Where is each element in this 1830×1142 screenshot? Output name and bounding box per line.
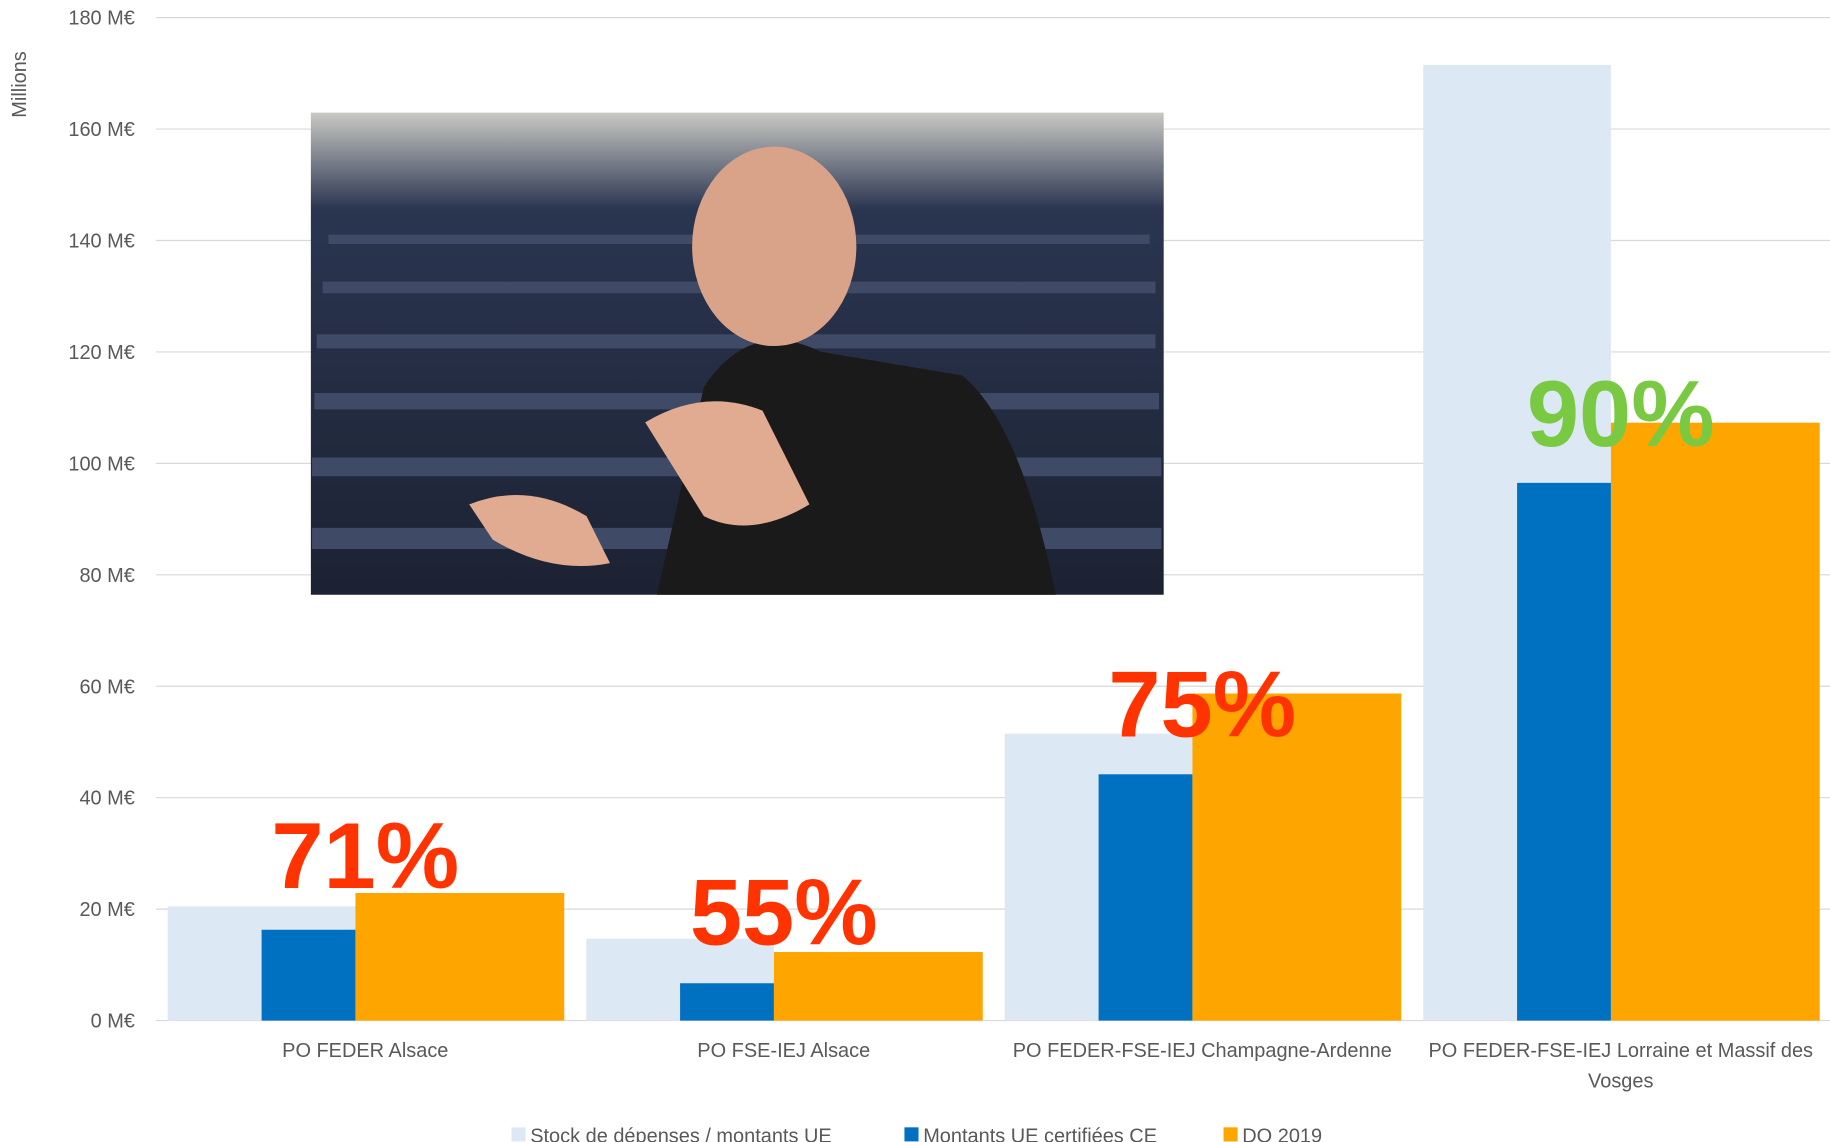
- y-tick-label: 160 M€: [68, 119, 135, 141]
- x-tick-label: PO FEDER-FSE-IEJ Champagne-Ardenne: [1012, 1039, 1392, 1062]
- legend-label: Montants UE certifiées CE: [923, 1126, 1157, 1142]
- legend-swatch: [1223, 1127, 1238, 1142]
- legend-label: DO 2019: [1242, 1126, 1322, 1142]
- annotation: 90%: [1527, 361, 1715, 466]
- bar: [1098, 774, 1193, 1021]
- legend-label: Stock de dépenses / montants UE: [530, 1126, 831, 1142]
- x-tick-label-box: PO FEDER Alsace: [282, 1039, 449, 1062]
- x-tick-label: PO FEDER-FSE-IEJ Lorraine et Massif des …: [1428, 1039, 1814, 1093]
- x-tick-label-box: PO FSE-IEJ Alsace: [697, 1039, 871, 1062]
- annotation: 55%: [690, 859, 878, 964]
- annotation: 71%: [271, 803, 459, 908]
- bar: [680, 983, 774, 1021]
- y-tick-label: 40 M€: [79, 788, 134, 810]
- y-tick-label: 180 M€: [68, 8, 135, 30]
- x-tick-label: PO FSE-IEJ Alsace: [697, 1039, 871, 1062]
- photo: [310, 112, 1164, 595]
- y-tick-label: 80 M€: [79, 565, 134, 587]
- y-tick-label: 120 M€: [68, 342, 135, 364]
- bar: [261, 929, 356, 1021]
- x-tick-label: PO FEDER Alsace: [282, 1039, 449, 1062]
- bar: [355, 892, 565, 1021]
- x-tick-label-box: PO FEDER-FSE-IEJ Champagne-Ardenne: [1012, 1039, 1392, 1062]
- bar: [1192, 693, 1402, 1021]
- annotation: 75%: [1108, 652, 1296, 757]
- y-tick-label: 0 M€: [91, 1011, 135, 1033]
- y-tick-label: 100 M€: [68, 453, 135, 475]
- x-tick-label-box: PO FEDER-FSE-IEJ Lorraine et Massif des …: [1428, 1039, 1814, 1093]
- legend-swatch: [904, 1127, 919, 1142]
- legend-swatch: [511, 1127, 526, 1142]
- y-tick-label: 140 M€: [68, 231, 135, 253]
- bar: [773, 952, 983, 1021]
- y-tick-label: 60 M€: [79, 676, 134, 698]
- y-axis-label: Millions: [9, 51, 31, 118]
- bar: [1610, 422, 1820, 1021]
- bar: [1517, 482, 1611, 1021]
- y-tick-label: 20 M€: [79, 899, 134, 921]
